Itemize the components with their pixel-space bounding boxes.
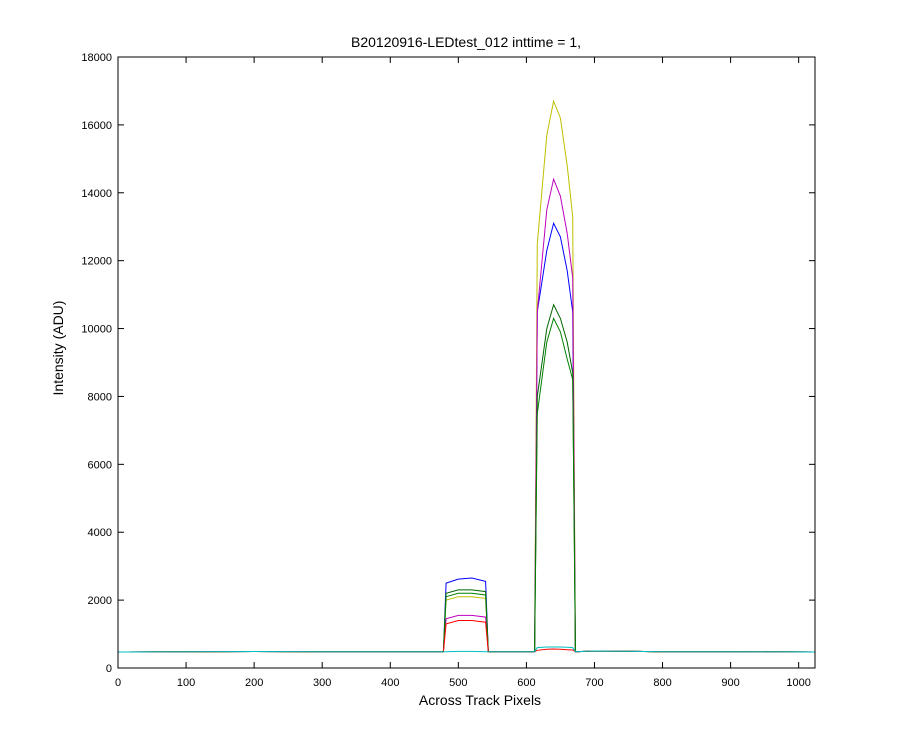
x-tick-label: 700: [585, 677, 603, 689]
x-tick-label: 1000: [786, 677, 810, 689]
x-tick-label: 400: [381, 677, 399, 689]
y-tick-label: 6000: [88, 459, 112, 471]
data-line: [117, 646, 816, 653]
x-tick-label: 100: [177, 677, 195, 689]
x-tick-label: 500: [449, 677, 467, 689]
y-tick-label: 14000: [81, 188, 112, 200]
x-tick-label: 300: [313, 677, 331, 689]
y-tick-label: 8000: [88, 391, 112, 403]
y-tick-label: 10000: [81, 324, 112, 336]
chart-title: B20120916-LEDtest_012 inttime = 1,: [351, 34, 581, 50]
x-tick-label: 0: [115, 677, 121, 689]
y-tick-label: 18000: [81, 52, 112, 64]
y-tick-label: 16000: [81, 120, 112, 132]
y-axis-label: Intensity (ADU): [50, 301, 66, 396]
y-tick-label: 2000: [88, 595, 112, 607]
x-tick-label: 200: [245, 677, 263, 689]
y-tick-label: 12000: [81, 256, 112, 268]
x-tick-label: 800: [653, 677, 671, 689]
x-tick-label: 900: [721, 677, 739, 689]
plot-frame: [117, 56, 816, 669]
y-tick-label: 4000: [88, 527, 112, 539]
y-tick-label: 0: [106, 663, 112, 675]
x-axis-label: Across Track Pixels: [419, 692, 541, 708]
x-tick-label: 600: [517, 677, 535, 689]
